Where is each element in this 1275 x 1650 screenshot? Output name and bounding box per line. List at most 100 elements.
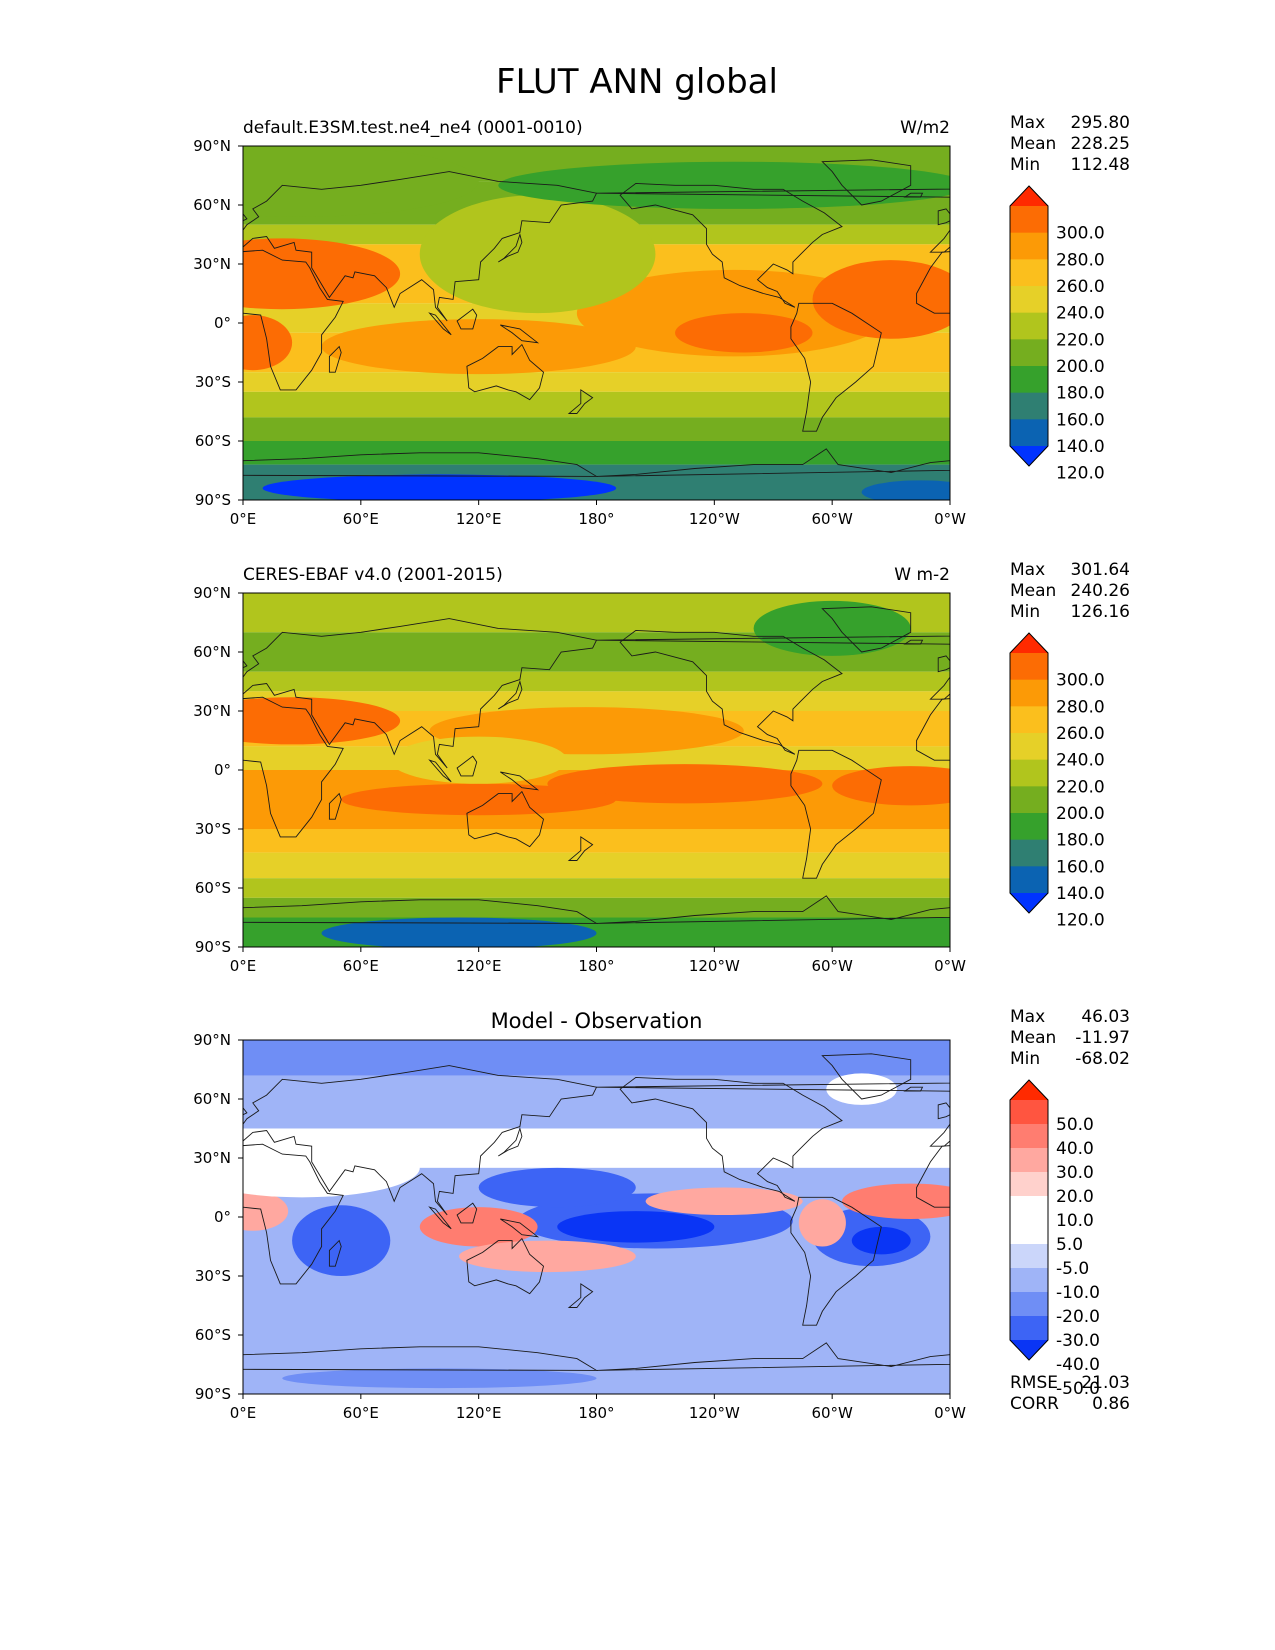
y-tick-label: 0°: [214, 314, 231, 332]
contour-band: [243, 391, 950, 418]
colorbar-tick-label: 160.0: [1056, 410, 1105, 430]
warm-sahara: [243, 238, 401, 310]
units-label: W m-2: [894, 565, 950, 585]
colorbar-segment: [1010, 679, 1048, 707]
y-tick-label: 0°: [214, 1208, 231, 1226]
coastline-antarctica: [243, 899, 599, 924]
colorbar-tick-label: -20.0: [1056, 1307, 1100, 1327]
colorbar-segment: [1010, 759, 1048, 787]
coastline-iceland: [903, 639, 924, 645]
contour-band: [243, 852, 950, 879]
x-tick-label: 0°E: [230, 1404, 257, 1422]
colorbar-segment: [1010, 1220, 1048, 1245]
y-tick-label: 60°N: [193, 196, 231, 214]
x-tick-label: 60°W: [811, 957, 853, 975]
colorbar-tick-label: 200.0: [1056, 804, 1105, 824]
cool-canada: [498, 161, 950, 209]
colorbar-tick-label: 160.0: [1056, 857, 1105, 877]
y-tick-label: 30°S: [195, 820, 231, 838]
y-tick-label: 90°S: [195, 1385, 231, 1403]
x-tick-label: 0°W: [934, 957, 966, 975]
coastline-africa: [243, 1143, 344, 1285]
coastline-greenland: [821, 159, 912, 206]
stat-value: 240.26: [1071, 581, 1130, 601]
warm-atlantic: [812, 260, 950, 339]
colorbar-tick-label: -5.0: [1056, 1259, 1089, 1279]
stat-label: Max: [1010, 113, 1045, 133]
x-tick-label: 120°W: [689, 957, 740, 975]
colorbar-segment: [1010, 1316, 1048, 1341]
warm-epac: [547, 764, 823, 804]
pos-spcz: [459, 1240, 636, 1273]
colorbar-segment: [1010, 259, 1048, 287]
panel-difference: 0°E 60°E 120°E 180° 120°W 60°W 0°W 90°N 60°N 30°N…: [193, 1007, 1130, 1422]
colorbar-tick-label: 260.0: [1056, 724, 1105, 744]
colorbar-tick-label: 30.0: [1056, 1163, 1094, 1183]
coastline-greenland: [821, 1053, 912, 1100]
x-tick-label: 60°W: [811, 1404, 853, 1422]
colorbar-segment: [1010, 1244, 1048, 1269]
coastline-antarctica: [596, 448, 950, 477]
neg-atlantic-core: [851, 1226, 911, 1255]
x-tick-label: 180°: [578, 957, 614, 975]
colorbar-segment: [1010, 1196, 1048, 1221]
colorbar-segment: [1010, 419, 1048, 447]
y-tick-label: 60°N: [193, 643, 231, 661]
x-tick-label: 180°: [578, 510, 614, 528]
coastline-australia: [466, 343, 545, 401]
coastline-eurasia: [243, 171, 598, 322]
colorbar: 300.0 280.0 260.0 240.0 220.0 200.0 180.0 160.0…: [1009, 185, 1105, 484]
stat-label: Mean: [1010, 581, 1056, 601]
units-label: W/m2: [900, 118, 950, 138]
neg-npac: [478, 1167, 636, 1208]
x-tick-label: 120°E: [456, 1404, 502, 1422]
y-tick-label: 30°N: [193, 255, 231, 273]
colorbar-segment: [1010, 366, 1048, 394]
pos-amazon: [798, 1199, 846, 1247]
warm-atlantic: [832, 766, 950, 806]
y-tick-label: 60°S: [195, 432, 231, 450]
stat-label: Min: [1010, 1049, 1040, 1069]
colorbar-tick-label: 280.0: [1056, 697, 1105, 717]
colorbar-tick-label: -50.0: [1056, 1379, 1100, 1399]
colorbar-tick-label: 180.0: [1056, 384, 1105, 404]
colorbar: 50.0 40.0 30.0 20.0 10.0 5.0 -5.0 -10.0 -20.0 -30…: [1009, 1079, 1100, 1399]
colorbar-outline: [1009, 1079, 1049, 1361]
neg-pacific-core: [557, 1211, 715, 1243]
pos-maritime: [419, 1207, 538, 1247]
y-tick-label: 60°N: [193, 1090, 231, 1108]
colorbar-tick-label: 300.0: [1056, 224, 1105, 244]
colorbar-extend-min: [1010, 1340, 1048, 1360]
warm-indopacific: [321, 319, 636, 375]
cool-maritime: [390, 736, 568, 784]
stat-label: Min: [1010, 602, 1040, 622]
coastline-antarctica: [243, 1346, 599, 1371]
colorbar-segment: [1010, 839, 1048, 867]
stat-value: -11.97: [1075, 1028, 1130, 1048]
colorbar-segment: [1010, 392, 1048, 420]
x-tick-label: 0°E: [230, 957, 257, 975]
coastline-sumatra: [428, 312, 452, 336]
colorbar-segment: [1010, 706, 1048, 734]
cold-antarctic: [321, 917, 597, 947]
coastline-antarctica: [596, 1342, 950, 1371]
coastline-madagascar: [328, 1239, 342, 1267]
colorbar-tick-label: 300.0: [1056, 671, 1105, 691]
coastline-australia: [466, 1237, 545, 1295]
colorbar-tick-label: 260.0: [1056, 277, 1105, 297]
contour-band: [243, 372, 950, 392]
colorbar-segment: [1010, 813, 1048, 841]
stat-value: 126.16: [1071, 602, 1130, 622]
stat-label: Mean: [1010, 134, 1056, 154]
colorbar-segment: [1010, 206, 1048, 234]
coastline-madagascar: [328, 345, 342, 373]
colorbar-segment: [1010, 1268, 1048, 1293]
colorbar-tick-label: 200.0: [1056, 357, 1105, 377]
panel-test: 0°E 60°E 120°E 180° 120°W 60°W 0°W 90°N 60°N 30°N…: [193, 113, 1130, 528]
stat-value: 46.03: [1081, 1007, 1130, 1027]
neg-antarctic: [282, 1368, 597, 1389]
coastline-borneo: [456, 308, 478, 330]
contour-band: [243, 691, 950, 711]
y-tick-label: 60°S: [195, 1326, 231, 1344]
